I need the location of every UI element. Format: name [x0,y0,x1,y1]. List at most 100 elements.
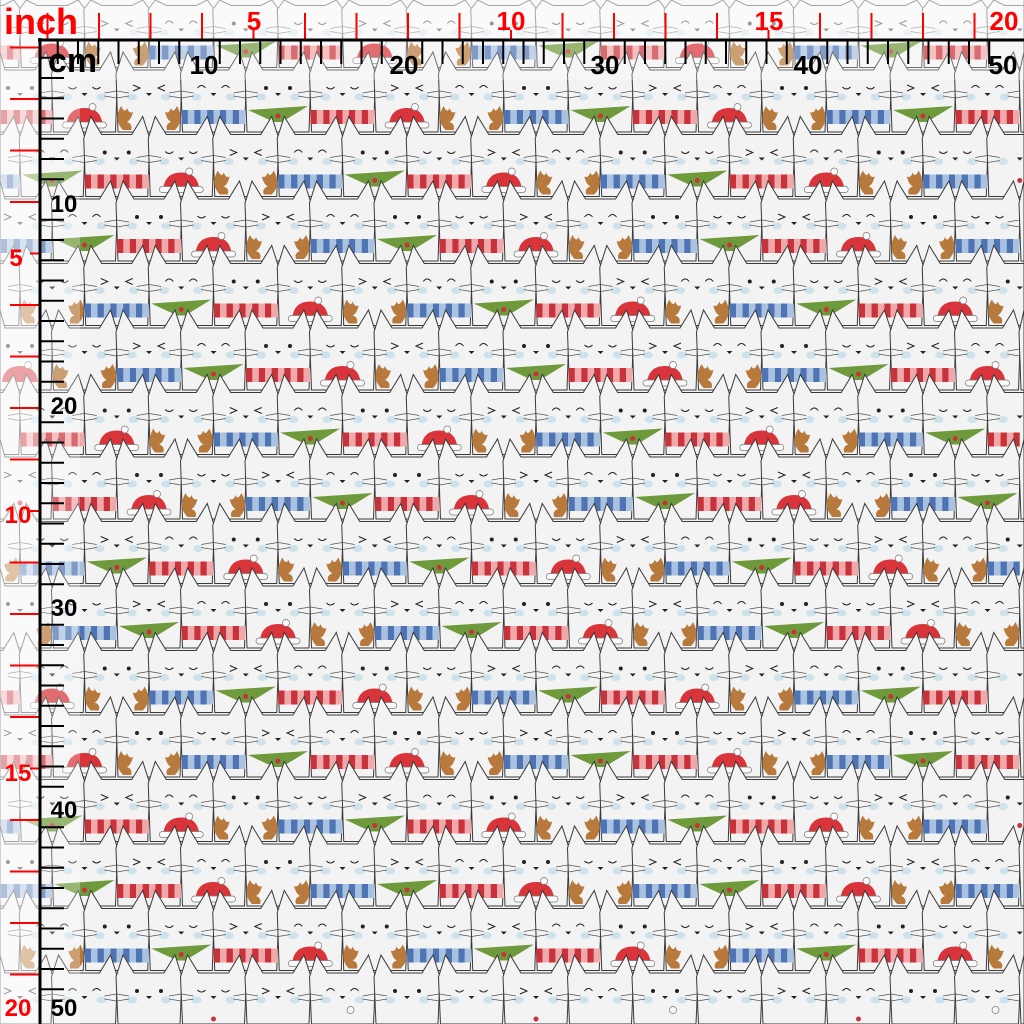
scarf-stripe [529,110,536,124]
cat-eyes-sleepy [938,151,972,154]
cat-blush [675,158,686,165]
cat-blush [354,93,365,101]
cat [760,179,828,262]
antler-right [68,299,84,324]
antler-left [117,106,133,130]
cat-whiskers-left [439,219,452,228]
cat-whiskers-right [201,155,214,163]
scarf-stripe [626,174,633,189]
scarf-stripe [310,45,317,60]
santa-hat-top [711,108,748,124]
scarf-stripe [936,45,943,60]
cat-nose [1016,157,1023,161]
cat-blush [709,287,720,294]
santa-hat-pompom [636,296,645,305]
cat-nose [533,93,539,96]
scarf-stripe [123,174,130,189]
scarf-stripe [658,45,665,60]
scarf-stripe [961,174,969,189]
cat-nose [662,222,668,225]
scarf-stripe [993,110,1001,124]
scarf-stripe [1000,239,1007,253]
blue-scarf [600,174,665,189]
cat-whiskers-right [749,219,762,228]
scarf-stripe [123,239,130,253]
cat-whiskers-right [910,155,923,163]
scarf-stripe [600,174,608,189]
cat-blush [772,93,782,101]
scarf-stripe [226,110,233,124]
cat-blush [643,222,653,230]
cat [212,244,280,326]
scarf-stripe [561,110,568,124]
cat-eye [933,215,937,219]
cat-eyes-happy [422,278,456,282]
cat-whiskers-left [600,155,613,163]
cat-body [341,244,409,326]
cm-unit-label: cm [48,42,97,80]
cat-whiskers-left [439,90,452,99]
cm-left-label: 30 [51,595,78,622]
scarf-stripe [549,303,556,318]
scarf-stripe [168,239,175,253]
inch-ruler-ticks [10,13,976,976]
cat-eyes-squint [777,213,811,221]
scarf-stripe [516,45,523,60]
scarf-stripe [632,45,640,60]
antlers [536,170,600,195]
cat-whiskers-right [426,219,440,228]
antler-left [568,235,585,259]
cat-body [986,115,1024,197]
cat-whiskers-left [826,90,839,99]
cat-nose [242,286,249,290]
antler-right [584,170,600,195]
santa-hat-top [66,108,103,124]
cat-blush [419,93,429,101]
cat-blush [709,158,720,165]
scarf-stripe [116,174,124,189]
scarf-stripe [458,239,466,253]
cat-whiskers-right [104,90,117,99]
scarf-stripe [542,303,550,318]
scarf-stripe [316,45,324,60]
cat-whiskers-left [600,284,613,292]
scarf-stripe [948,45,956,60]
scarf-stripe [194,110,201,124]
collar-bell [82,242,87,248]
cat-whiskers-left [84,155,97,163]
antler-left [407,41,424,66]
scarf-stripe [464,303,472,318]
scarf-stripe [633,239,640,253]
scarf-stripe [149,239,156,253]
scarf-stripe [149,45,156,60]
cat-whiskers-left [181,90,194,99]
scarf-stripe [774,239,782,253]
antler-left [536,170,553,195]
cat-whiskers-right [813,219,827,228]
scarf-stripe [117,239,124,253]
cat-nose [468,93,475,96]
cat-eye [393,215,397,219]
antlers [665,299,729,324]
cat-whiskers-right [684,219,698,228]
blue-scarf [826,110,891,124]
scarf-stripe [181,110,188,124]
cat-whiskers-right [233,219,246,228]
cat-blush [514,93,524,101]
cat-blush [483,222,494,230]
cat-eyes-sleepy [680,151,714,154]
cat-whiskers-left [536,284,549,292]
antler-right [777,41,794,66]
scarf-stripe [923,174,930,189]
scarf-stripe [665,239,672,253]
scarf-stripe [200,45,207,60]
cat-blush [838,158,849,165]
scarf-stripe [284,45,292,60]
scarf-stripe [742,174,749,189]
scarf-stripe [768,174,775,189]
cat-whiskers-right [781,284,794,292]
cat-blush [548,93,558,101]
scarf-stripe [651,45,659,60]
scarf-stripe [297,174,304,189]
cat-whiskers-left [310,90,323,99]
